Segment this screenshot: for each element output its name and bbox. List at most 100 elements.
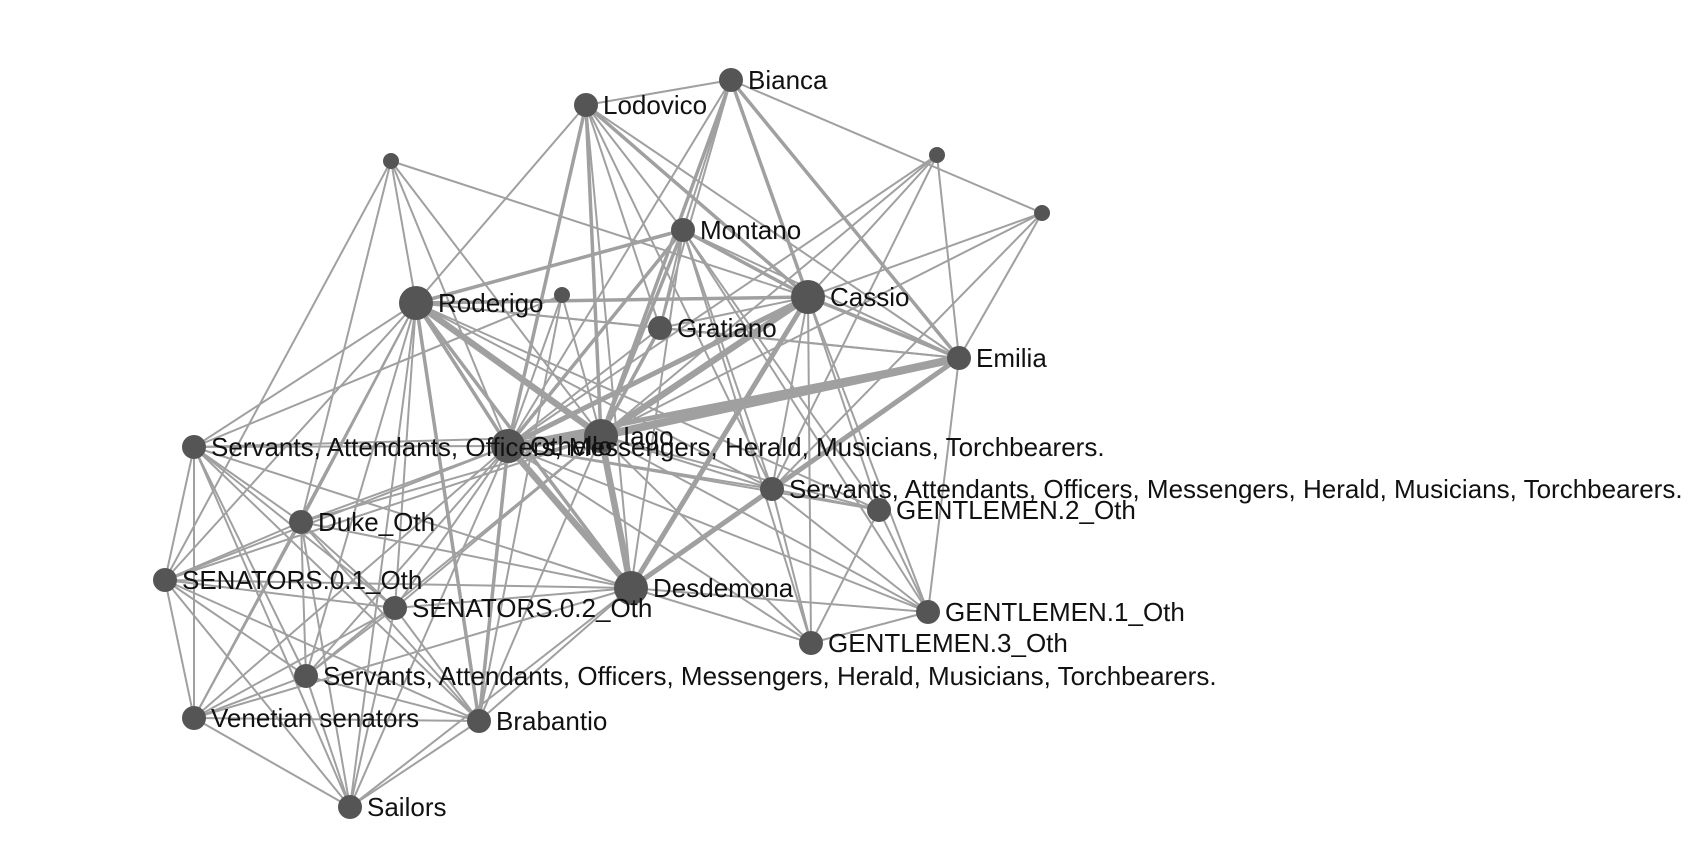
- node-iago[interactable]: [584, 419, 618, 453]
- edge-servants_b-gentlemen3: [771, 488, 812, 644]
- edge-iago-servants_b: [600, 435, 773, 490]
- edge-cassio-bianca: [729, 78, 810, 299]
- edge-servants_b-unlabeled_4: [771, 212, 1043, 490]
- node-emilia[interactable]: [947, 346, 971, 370]
- edge-iago-lodovico: [584, 103, 603, 438]
- edge-servants_c-sailors: [305, 675, 351, 808]
- edge-roderigo-senators02: [394, 302, 417, 609]
- edge-iago-brabantio: [478, 435, 602, 722]
- node-label-gentlemen2: GENTLEMEN.2_Oth: [896, 495, 1136, 525]
- edge-desdemona-venetian: [193, 587, 632, 719]
- edge-cassio-roderigo: [414, 295, 810, 305]
- edge-roderigo-servants_a: [193, 302, 417, 448]
- node-bianca[interactable]: [719, 68, 743, 92]
- node-sailors[interactable]: [338, 795, 362, 819]
- node-unlabeled_4[interactable]: [1034, 205, 1050, 221]
- edge-roderigo-servants_b: [415, 302, 773, 490]
- edge-emilia-gratiano: [659, 327, 960, 359]
- node-label-roderigo: Roderigo: [438, 288, 544, 318]
- edge-servants_c-venetian: [193, 675, 307, 719]
- edge-cassio-servants_b: [771, 296, 809, 490]
- edge-othello-brabantio: [477, 444, 510, 723]
- edge-desdemona-brabantio: [478, 587, 632, 722]
- edge-brabantio-servants_a: [193, 446, 480, 722]
- edge-servants_a-sailors: [193, 446, 351, 808]
- edge-bianca-unlabeled_4: [730, 79, 1043, 214]
- edge-unlabeled_2-brabantio: [478, 294, 563, 722]
- node-cassio[interactable]: [791, 280, 825, 314]
- edge-iago-unlabeled_1: [390, 160, 602, 437]
- edge-duke-senators02: [300, 521, 396, 609]
- node-servants_c[interactable]: [294, 664, 318, 688]
- node-venetian[interactable]: [182, 706, 206, 730]
- edge-senators01-venetian: [164, 579, 195, 719]
- edge-lodovico-bianca: [585, 79, 732, 106]
- node-lodovico[interactable]: [574, 93, 598, 117]
- edge-duke-venetian: [193, 521, 302, 719]
- edge-brabantio-senators02: [394, 607, 480, 722]
- label-layer: Bianca Lodovico Montano Roderigo Cassio Grati…: [182, 65, 1683, 822]
- node-senators01[interactable]: [153, 568, 177, 592]
- edge-desdemona-gentlemen1: [630, 587, 929, 613]
- node-senators02[interactable]: [383, 596, 407, 620]
- edge-montano-gentlemen2: [682, 229, 880, 511]
- edge-senators01-servants_c: [164, 579, 307, 677]
- edge-roderigo-gentlemen2: [415, 302, 880, 511]
- node-gentlemen3[interactable]: [799, 631, 823, 655]
- node-label-gratiano: Gratiano: [677, 313, 777, 343]
- node-layer: [153, 68, 1050, 819]
- edge-senators02-servants_c: [305, 607, 396, 677]
- node-unlabeled_2[interactable]: [554, 287, 570, 303]
- node-label-sailors: Sailors: [367, 792, 446, 822]
- edge-othello-gentlemen2: [507, 445, 880, 511]
- node-unlabeled_3[interactable]: [929, 147, 945, 163]
- edge-brabantio-duke: [300, 521, 480, 722]
- node-gratiano[interactable]: [648, 316, 672, 340]
- edge-othello-roderigo: [414, 301, 510, 448]
- edge-emilia-servants_b: [771, 357, 960, 490]
- edge-duke-sailors: [300, 521, 351, 808]
- edge-servants_a-servants_c: [193, 446, 307, 677]
- edge-desdemona-senators02: [394, 587, 632, 609]
- edge-cassio-gentlemen2: [807, 296, 880, 511]
- edge-bianca-gratiano: [659, 79, 732, 329]
- edge-emilia-bianca: [729, 78, 961, 360]
- edge-iago-bianca: [599, 78, 733, 438]
- edge-layer: [164, 78, 1043, 808]
- edge-othello-senators01: [164, 445, 509, 581]
- node-label-othello: Othello: [530, 431, 612, 461]
- edge-desdemona-servants_a: [193, 446, 632, 589]
- node-duke[interactable]: [289, 510, 313, 534]
- edge-iago-desdemona: [597, 432, 635, 592]
- edge-venetian-sailors: [193, 717, 351, 808]
- edge-iago-unlabeled_4: [600, 212, 1043, 437]
- edge-iago-unlabeled_3: [600, 154, 938, 437]
- node-gentlemen2[interactable]: [867, 498, 891, 522]
- node-label-iago: Iago: [623, 421, 674, 451]
- edge-senators02-sailors: [349, 607, 396, 808]
- edge-unlabeled_1-duke: [300, 160, 392, 523]
- edge-duke-senators01: [164, 521, 302, 581]
- edge-roderigo-unlabeled_1: [390, 160, 417, 304]
- node-unlabeled_1[interactable]: [383, 153, 399, 169]
- edge-emilia-unlabeled_4: [958, 212, 1043, 359]
- edge-lodovico-servants_b: [585, 104, 773, 490]
- node-desdemona[interactable]: [614, 571, 648, 605]
- node-servants_a[interactable]: [182, 435, 206, 459]
- edge-brabantio-venetian: [193, 717, 480, 722]
- node-servants_b[interactable]: [760, 477, 784, 501]
- node-othello[interactable]: [491, 429, 525, 463]
- edge-brabantio-sailors: [349, 720, 480, 808]
- node-label-servants_c: Servants, Attendants, Officers, Messenge…: [323, 661, 1217, 691]
- node-roderigo[interactable]: [399, 286, 433, 320]
- node-montano[interactable]: [671, 218, 695, 242]
- edge-montano-servants_b: [682, 229, 773, 490]
- edge-emilia-unlabeled_3: [936, 154, 960, 359]
- node-brabantio[interactable]: [467, 709, 491, 733]
- edge-gentlemen2-gentlemen3: [810, 509, 880, 644]
- node-label-servants_a: Servants, Attendants, Officers, Messenge…: [211, 432, 1105, 462]
- node-label-desdemona: Desdemona: [653, 573, 794, 603]
- edge-iago-gratiano: [599, 326, 662, 438]
- node-gentlemen1[interactable]: [916, 600, 940, 624]
